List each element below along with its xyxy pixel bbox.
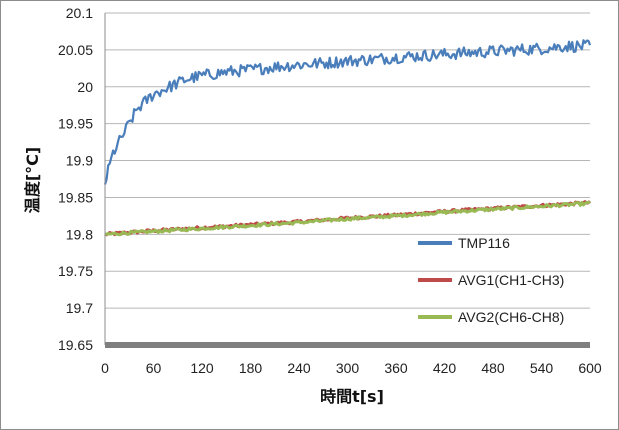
x-tick-labels: 0 60 120 180 240 300 360 420 480 540 600 bbox=[101, 360, 602, 376]
legend-label-avg2: AVG2(CH6-CH8) bbox=[458, 309, 564, 325]
y-tick-label: 19.75 bbox=[58, 263, 93, 279]
y-tick-label: 19.85 bbox=[58, 189, 93, 205]
y-tick-label: 19.65 bbox=[58, 337, 93, 353]
axes bbox=[104, 13, 590, 348]
legend: TMP116 AVG1(CH1-CH3) AVG2(CH6-CH8) bbox=[418, 235, 564, 325]
series-line-avg2 bbox=[104, 200, 591, 237]
x-tick-label: 600 bbox=[578, 360, 602, 376]
y-tick-label: 19.7 bbox=[66, 300, 93, 316]
legend-label-tmp116: TMP116 bbox=[458, 235, 510, 251]
legend-label-avg1: AVG1(CH1-CH3) bbox=[458, 272, 564, 288]
x-tick-label: 240 bbox=[287, 360, 311, 376]
x-tick-label: 300 bbox=[336, 360, 360, 376]
x-tick-label: 120 bbox=[190, 360, 214, 376]
x-tick-label: 60 bbox=[146, 360, 162, 376]
y-tick-label: 20 bbox=[77, 79, 93, 95]
x-tick-label: 420 bbox=[433, 360, 457, 376]
x-tick-label: 0 bbox=[101, 360, 109, 376]
series-line-tmp116 bbox=[103, 39, 592, 185]
legend-item-tmp116: TMP116 bbox=[418, 235, 510, 251]
y-tick-label: 20.05 bbox=[58, 42, 93, 58]
y-tick-labels: 19.65 19.7 19.75 19.8 19.85 19.9 19.95 20 20.05 2… bbox=[58, 5, 93, 353]
y-tick-label: 19.9 bbox=[66, 153, 93, 169]
legend-item-avg2: AVG2(CH6-CH8) bbox=[418, 309, 564, 325]
y-tick-label: 19.95 bbox=[58, 116, 93, 132]
x-tick-label: 180 bbox=[239, 360, 263, 376]
y-axis-title: 温度[°C] bbox=[23, 147, 42, 214]
x-tick-label: 360 bbox=[384, 360, 408, 376]
x-axis-title: 時間t[s] bbox=[320, 387, 384, 406]
series-lines bbox=[103, 39, 592, 237]
legend-item-avg1: AVG1(CH1-CH3) bbox=[418, 272, 564, 288]
y-tick-label: 20.1 bbox=[66, 5, 93, 21]
x-tick-label: 480 bbox=[481, 360, 505, 376]
x-tick-label: 540 bbox=[530, 360, 554, 376]
gridlines bbox=[105, 12, 590, 309]
y-tick-label: 19.8 bbox=[66, 226, 93, 242]
